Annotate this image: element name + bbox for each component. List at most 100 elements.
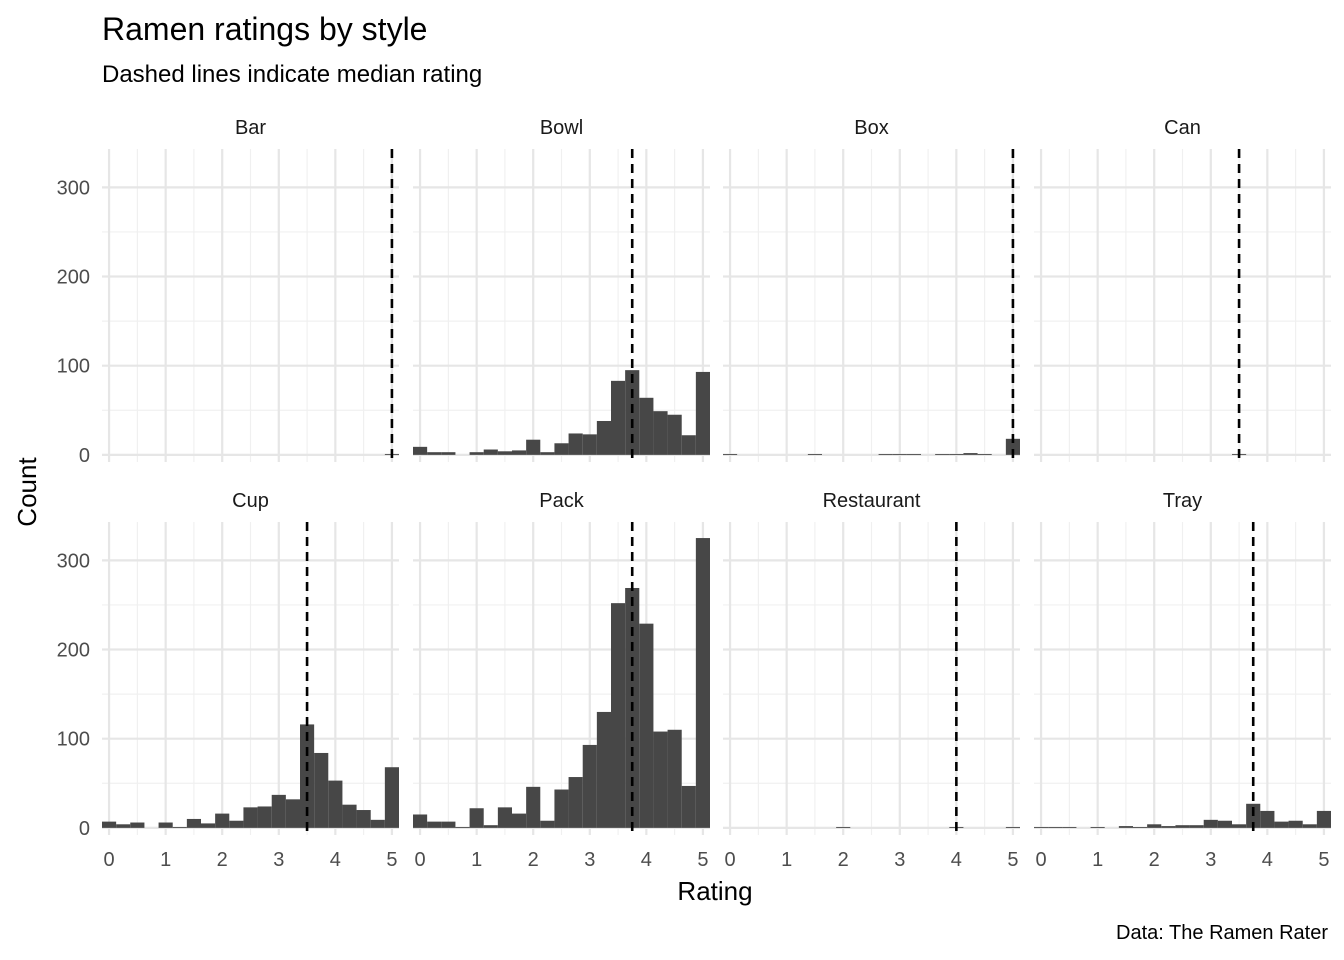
histogram-bar [370,819,385,828]
x-tick-label: 2 [838,849,849,871]
histogram-bar [695,371,710,455]
histogram-bar [1118,826,1133,828]
histogram-bar [328,780,343,828]
x-tick-label: 1 [781,849,792,871]
histogram-bar [878,453,893,455]
x-tick-label: 2 [1149,849,1160,871]
facet-strip-label: Cup [232,490,269,512]
facet-panel-cup: Cup 0 100 200 300 0 1 2 3 4 5 [57,490,399,871]
histogram-bar [243,807,258,828]
y-axis-title: Count [12,457,42,527]
histogram-bar [483,825,498,828]
histogram-bar [949,453,964,455]
histogram-bar [611,380,626,455]
facet-panel-tray: Tray 0 1 2 3 4 5 [1034,490,1331,871]
histogram-bar [568,433,583,455]
histogram-bar [130,822,145,828]
x-tick-label: 4 [641,849,652,871]
x-tick-label: 3 [584,849,595,871]
histogram-bar [469,452,484,455]
histogram-bar [158,822,173,828]
histogram-bar [1274,821,1289,828]
histogram-bar [1288,820,1303,828]
facet-panel-bar: Bar 0 100 200 300 [57,117,399,467]
facet-strip-label: Bar [235,117,266,139]
histogram-bar [497,807,512,828]
chart-subtitle: Dashed lines indicate median rating [102,61,482,88]
x-tick-label: 5 [1318,849,1329,871]
histogram-bar [1189,825,1204,828]
facet-strip-label: Restaurant [823,490,921,512]
x-tick-label: 5 [697,849,708,871]
facet-panel-bowl: Bowl [413,117,710,462]
histogram-bar [667,414,682,455]
histogram-bar [1090,826,1105,828]
histogram-bar [512,450,527,455]
histogram-bar [653,731,668,828]
histogram-bar [977,453,992,455]
y-tick-label: 300 [57,177,90,199]
histogram-bar [540,820,555,828]
histogram-bar [540,452,555,455]
histogram-bar [201,823,216,828]
histogram-bar [554,443,569,455]
histogram-bar [892,453,907,455]
x-tick-label: 5 [386,849,397,871]
histogram-bar [582,744,597,828]
histogram-bar [1048,826,1063,828]
y-tick-label: 100 [57,356,90,378]
facet-strip-label: Box [854,117,888,139]
histogram-bar [1062,826,1077,828]
y-tick-label: 200 [57,640,90,662]
histogram-bar [681,435,696,455]
histogram-bar [596,420,611,455]
histogram-bar [723,453,738,455]
histogram-bar [1232,824,1247,828]
histogram-bar [441,452,456,455]
histogram-bar [455,826,470,828]
histogram-bar [1133,826,1148,828]
histogram-bar [483,449,498,455]
histogram-bar [639,623,654,828]
histogram-bar [1260,810,1275,828]
x-axis-title: Rating [677,876,752,906]
facet-panel-pack: Pack 0 1 2 3 4 5 [413,490,710,871]
histogram-bar [582,434,597,455]
histogram-bar [1203,819,1218,828]
y-tick-label: 200 [57,267,90,289]
y-tick-label: 0 [79,445,90,467]
x-tick-label: 0 [725,849,736,871]
x-tick-label: 4 [1262,849,1273,871]
y-tick-label: 300 [57,550,90,572]
histogram-bar [384,767,399,828]
histogram-bar [963,453,978,455]
x-tick-label: 4 [951,849,962,871]
histogram-bar [1316,810,1331,828]
histogram-bar [906,453,921,455]
histogram-bar [300,724,315,828]
histogram-bar [596,711,611,828]
histogram-bar [1005,826,1020,828]
histogram-bar [1302,824,1317,828]
histogram-bar [356,810,371,828]
histogram-bar [512,813,527,828]
histogram-bar [1034,826,1049,828]
facet-strip-label: Tray [1163,490,1202,512]
histogram-bar [413,446,428,455]
histogram-bar [1217,820,1232,828]
x-tick-label: 3 [894,849,905,871]
histogram-bar [568,777,583,828]
x-tick-label: 0 [415,849,426,871]
histogram-bar [681,785,696,828]
facet-panel-restaurant: Restaurant 0 1 2 3 4 5 [723,490,1020,871]
histogram-bar [413,814,428,828]
chart-caption: Data: The Ramen Rater [1116,922,1328,944]
chart-title: Ramen ratings by style [102,11,427,47]
histogram-bar [285,799,300,828]
x-tick-label: 5 [1007,849,1018,871]
histogram-bar [172,826,187,828]
facet-strip-label: Can [1164,117,1201,139]
histogram-bar [271,794,286,828]
